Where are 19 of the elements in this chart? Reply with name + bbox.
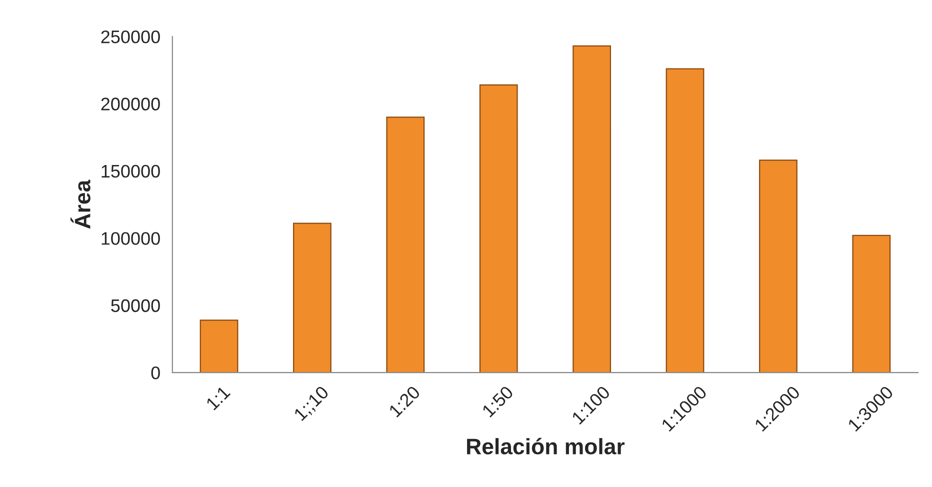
y-axis-title: Área <box>70 180 90 229</box>
x-tick-label: 1:50 <box>482 385 514 418</box>
x-axis-title: Relación molar <box>467 438 625 454</box>
bar <box>666 68 704 373</box>
bar <box>293 222 332 373</box>
bar <box>852 234 891 373</box>
y-tick-label: 100000 <box>102 232 160 245</box>
bar <box>479 84 518 373</box>
bar <box>386 116 425 373</box>
bar <box>572 45 612 373</box>
x-tick-label: 1:1 <box>206 385 231 410</box>
y-tick-label: 0 <box>151 366 160 380</box>
bar <box>200 320 238 373</box>
y-tick-label: 200000 <box>101 98 160 110</box>
y-tick-label: 50000 <box>111 299 160 312</box>
x-tick-label: 1:20 <box>388 385 421 418</box>
y-tick-label: 250000 <box>101 30 160 44</box>
y-tick-label: 150000 <box>102 164 160 178</box>
bar <box>759 160 798 373</box>
